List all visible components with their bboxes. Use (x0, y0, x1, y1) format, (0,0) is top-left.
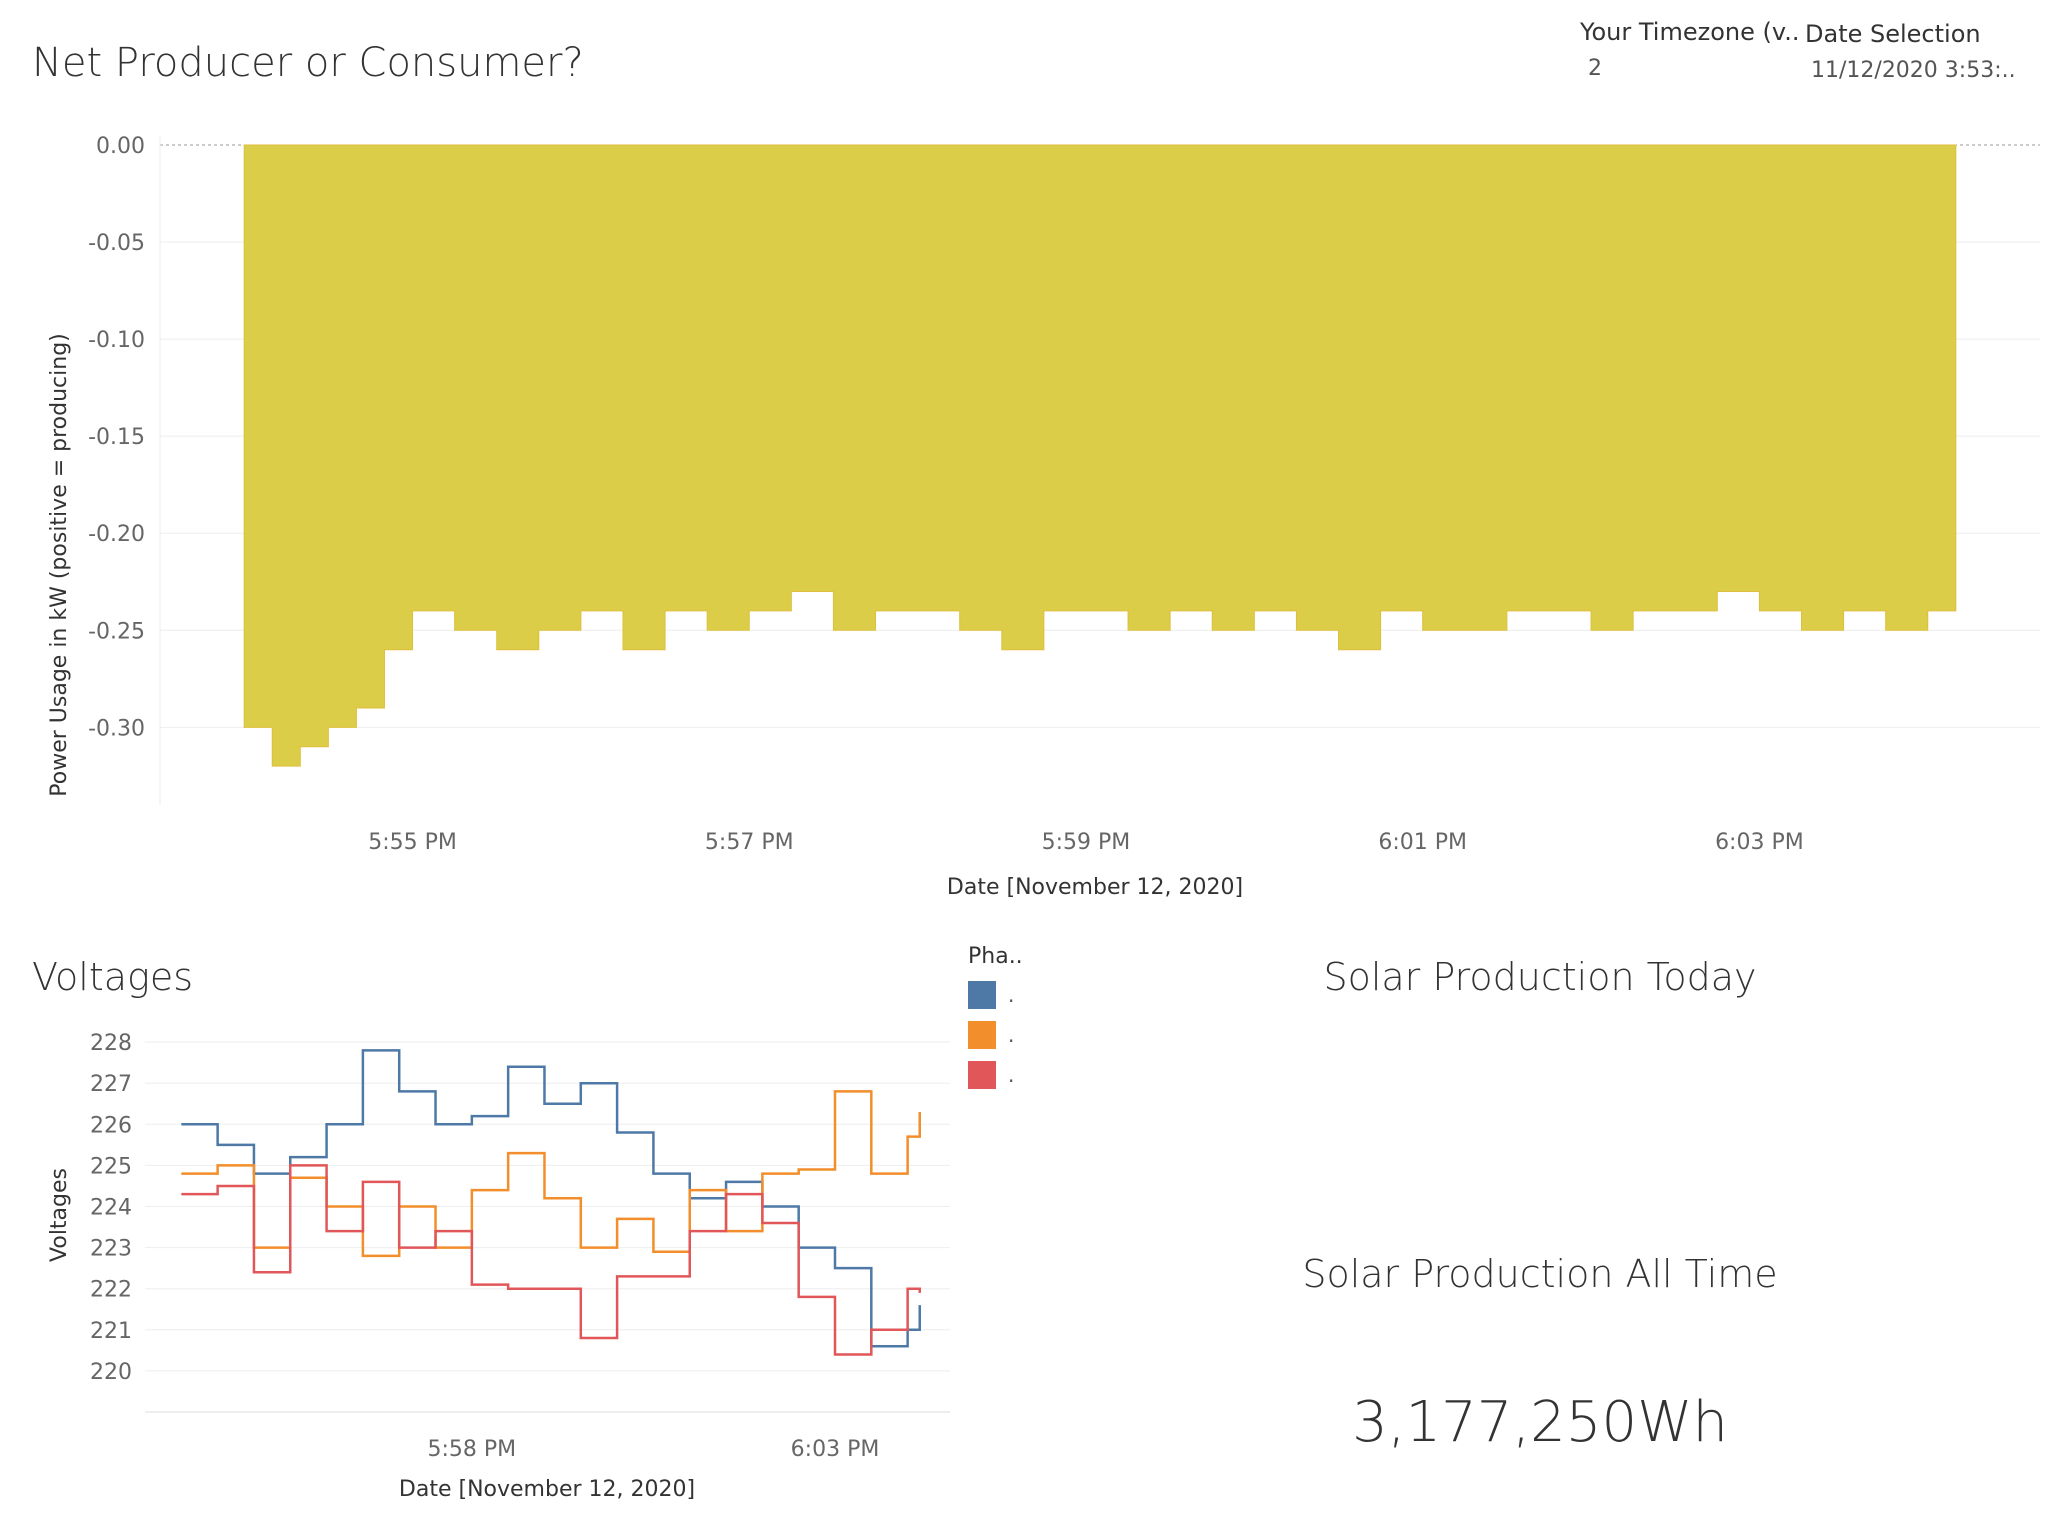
x-tick-label: 6:03 PM (1715, 830, 1804, 855)
y-tick-label: -0.15 (88, 425, 145, 450)
legend-swatch (968, 1021, 996, 1049)
x-tick-label: 6:03 PM (791, 1437, 880, 1462)
date-selection-label: Date Selection (1805, 20, 1981, 48)
volt-lines-layer (181, 1049, 921, 1356)
x-tick-label: 6:01 PM (1378, 830, 1467, 855)
voltages-title: Voltages (32, 955, 194, 999)
volt-x-axis-title: Date [November 12, 2020] (399, 1477, 695, 1502)
y-tick-label: 223 (90, 1237, 132, 1262)
solar-today-title: Solar Production Today (1323, 955, 1757, 999)
legend-swatch (968, 1061, 996, 1089)
net-x-axis-title: Date [November 12, 2020] (947, 875, 1243, 900)
date-selection-value[interactable]: 11/12/2020 3:53:.. (1811, 58, 2016, 83)
legend-item-phase-2[interactable]: . (968, 1015, 1023, 1055)
solar-all-time-value: 3,177,250Wh (1352, 1390, 1728, 1455)
voltage-series-line-2[interactable] (181, 1090, 921, 1258)
timezone-filter[interactable]: Your Timezone (v.. 2 (1580, 18, 1799, 81)
legend-title: Pha.. (968, 944, 1023, 969)
timezone-filter-label: Your Timezone (v.. (1580, 18, 1800, 46)
net-area-layer (243, 144, 1957, 767)
y-tick-label: 226 (90, 1113, 132, 1138)
legend-item-phase-3[interactable]: . (968, 1055, 1023, 1095)
y-tick-label: 220 (90, 1360, 132, 1385)
y-tick-label: 228 (90, 1031, 132, 1056)
page-title: Net Producer or Consumer? (32, 40, 584, 86)
net-y-axis-title: Power Usage in kW (positive = producing) (47, 333, 72, 796)
net-y-axis: 0.00 -0.05 -0.10 -0.15 -0.20 -0.25 -0.30 (88, 134, 145, 741)
y-tick-label: 227 (90, 1072, 132, 1097)
x-tick-label: 5:59 PM (1042, 830, 1131, 855)
voltage-series-line-1[interactable] (181, 1049, 921, 1348)
y-tick-label: 0.00 (96, 134, 145, 159)
volt-x-axis: 5:58 PM 6:03 PM (428, 1437, 880, 1462)
date-selection-filter[interactable]: Date Selection 11/12/2020 3:53:.. (1805, 20, 2016, 83)
legend-item-phase-1[interactable]: . (968, 975, 1023, 1015)
y-tick-label: -0.20 (88, 522, 145, 547)
volt-gridlines (145, 1041, 950, 1413)
legend-label: . (1008, 1063, 1015, 1087)
y-tick-label: 222 (90, 1278, 132, 1303)
voltage-series-line-3[interactable] (181, 1164, 921, 1356)
x-tick-label: 5:55 PM (368, 830, 457, 855)
phase-legend[interactable]: Pha.. . . . (968, 944, 1023, 1095)
legend-label: . (1008, 983, 1015, 1007)
y-tick-label: -0.05 (88, 231, 145, 256)
voltages-chart: 228 227 226 225 224 223 222 221 220 5:58 PM 6:03 … (47, 1031, 950, 1502)
net-x-axis: 5:55 PM 5:57 PM 5:59 PM 6:01 PM 6:03 PM (368, 830, 1804, 855)
net-power-area[interactable] (243, 144, 1957, 767)
y-tick-label: 225 (90, 1154, 132, 1179)
x-tick-label: 5:58 PM (428, 1437, 517, 1462)
y-tick-label: 224 (90, 1196, 132, 1221)
x-tick-label: 5:57 PM (705, 830, 794, 855)
timezone-filter-value[interactable]: 2 (1588, 56, 1602, 81)
y-tick-label: -0.30 (88, 716, 145, 741)
y-tick-label: -0.25 (88, 619, 145, 644)
y-tick-label: 221 (90, 1319, 132, 1344)
volt-y-axis-title: Voltages (47, 1168, 72, 1262)
volt-y-axis: 228 227 226 225 224 223 222 221 220 (90, 1031, 132, 1385)
legend-swatch (968, 981, 996, 1009)
y-tick-label: -0.10 (88, 328, 145, 353)
solar-all-time-title: Solar Production All Time (1302, 1252, 1778, 1296)
legend-label: . (1008, 1023, 1015, 1047)
net-power-chart: 0.00 -0.05 -0.10 -0.15 -0.20 -0.25 -0.30 5:55 … (47, 134, 2040, 900)
